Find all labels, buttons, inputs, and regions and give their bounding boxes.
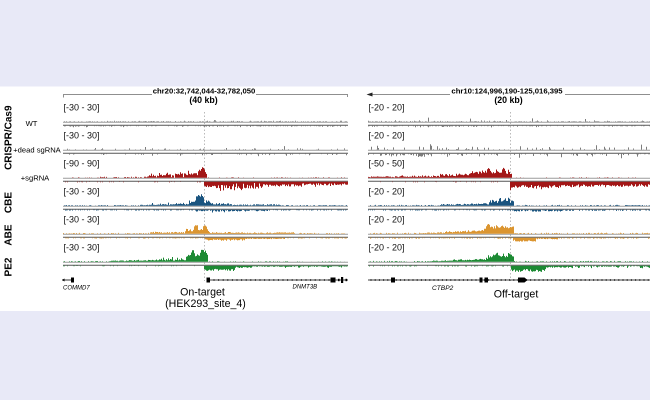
- svg-text:WT: WT: [26, 119, 38, 128]
- svg-text:CRISPR/Cas9: CRISPR/Cas9: [4, 105, 15, 170]
- svg-text:DNMT3B: DNMT3B: [293, 285, 318, 291]
- svg-text:[-30 - 30]: [-30 - 30]: [64, 187, 100, 197]
- svg-text:+dead sgRNA: +dead sgRNA: [13, 145, 61, 154]
- svg-text:CTBP2: CTBP2: [432, 285, 454, 292]
- svg-text:[-50 - 50]: [-50 - 50]: [369, 159, 405, 169]
- svg-text:[-20 - 20]: [-20 - 20]: [369, 215, 405, 225]
- svg-text:(20 kb): (20 kb): [494, 95, 522, 105]
- svg-text:chr20:32,742,044-32,782,050: chr20:32,742,044-32,782,050: [153, 87, 256, 96]
- svg-text:(40 kb): (40 kb): [189, 95, 217, 105]
- svg-text:[-20 - 20]: [-20 - 20]: [369, 131, 405, 141]
- svg-text:[-90 - 90]: [-90 - 90]: [64, 159, 100, 169]
- svg-text:Off-target: Off-target: [494, 289, 539, 301]
- svg-text:[-30 - 30]: [-30 - 30]: [64, 243, 100, 253]
- svg-text:[-20 - 20]: [-20 - 20]: [369, 103, 405, 113]
- svg-text:[-20 - 20]: [-20 - 20]: [369, 187, 405, 197]
- svg-text:ABE: ABE: [4, 224, 15, 245]
- svg-text:CBE: CBE: [4, 192, 15, 213]
- svg-text:[-20 - 20]: [-20 - 20]: [369, 243, 405, 253]
- svg-text:[-30 - 30]: [-30 - 30]: [64, 131, 100, 141]
- svg-text:(HEK293_site_4): (HEK293_site_4): [165, 298, 246, 310]
- svg-text:[-30 - 30]: [-30 - 30]: [64, 103, 100, 113]
- svg-text:chr10:124,996,190-125,016,395: chr10:124,996,190-125,016,395: [451, 87, 563, 96]
- svg-text:PE2: PE2: [4, 257, 15, 276]
- svg-text:[-30 - 30]: [-30 - 30]: [64, 215, 100, 225]
- svg-text:COMMD7: COMMD7: [63, 286, 90, 292]
- svg-text:On-target: On-target: [180, 287, 225, 299]
- svg-text:+sgRNA: +sgRNA: [21, 173, 50, 182]
